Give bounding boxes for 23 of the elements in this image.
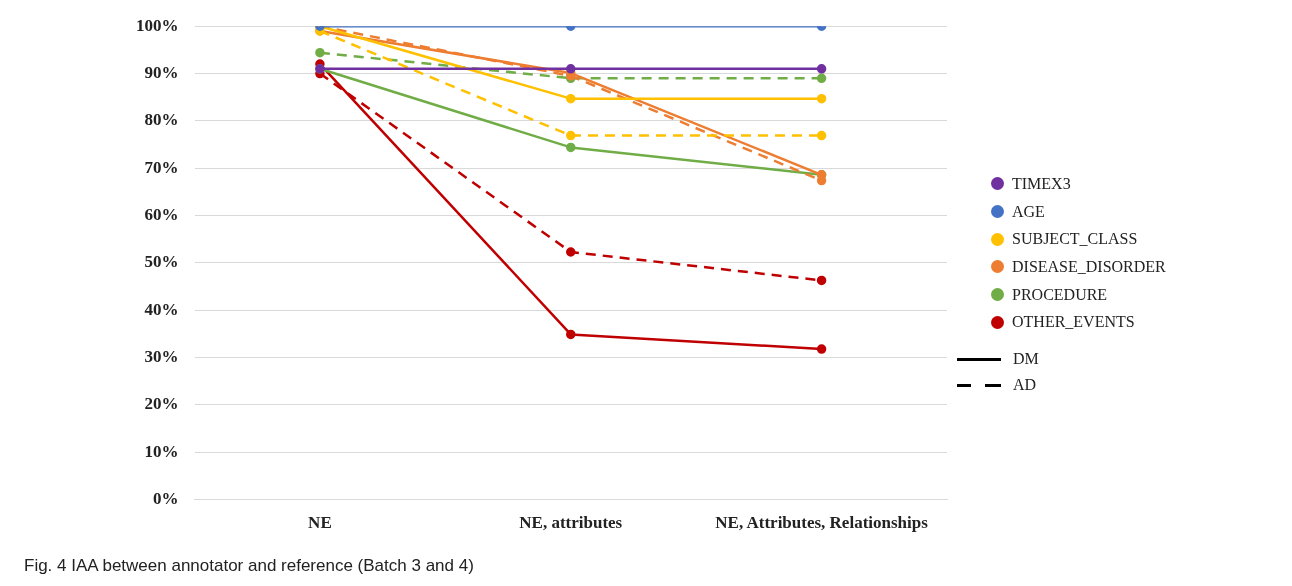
x-tick-label: NE, Attributes, Relationships <box>715 513 929 533</box>
y-tick-label: 50% <box>144 252 179 272</box>
legend-label: SUBJECT_CLASS <box>1012 230 1138 249</box>
y-tick-label: 40% <box>144 299 179 319</box>
text: AD <box>1013 376 1037 395</box>
y-tick-label: 0% <box>153 488 179 508</box>
y-tick-label: 80% <box>144 110 179 130</box>
y-tick-label: 70% <box>144 157 179 177</box>
x-tick-label: NE <box>308 513 332 533</box>
y-tick-label: 10% <box>144 441 179 461</box>
legend-label: DISEASE_DISORDER <box>1012 257 1166 276</box>
y-tick-label: 90% <box>144 62 179 82</box>
y-tick-label: 30% <box>144 346 179 366</box>
y-tick-label: 100% <box>136 15 179 35</box>
text: DM <box>1013 350 1039 369</box>
y-tick-label: 20% <box>144 394 179 414</box>
legend-label: OTHER_EVENTS <box>1012 313 1135 332</box>
legend-label: PROCEDURE <box>1012 285 1108 304</box>
legend-label: TIMEX3 <box>1012 174 1071 193</box>
x-tick-label: NE, attributes <box>519 513 623 533</box>
legend-label: AGE <box>1012 202 1045 221</box>
caption: Fig. 4 IAA between annotator and reference (Batch 3 and 4) <box>24 556 474 576</box>
y-tick-label: 60% <box>144 204 179 224</box>
